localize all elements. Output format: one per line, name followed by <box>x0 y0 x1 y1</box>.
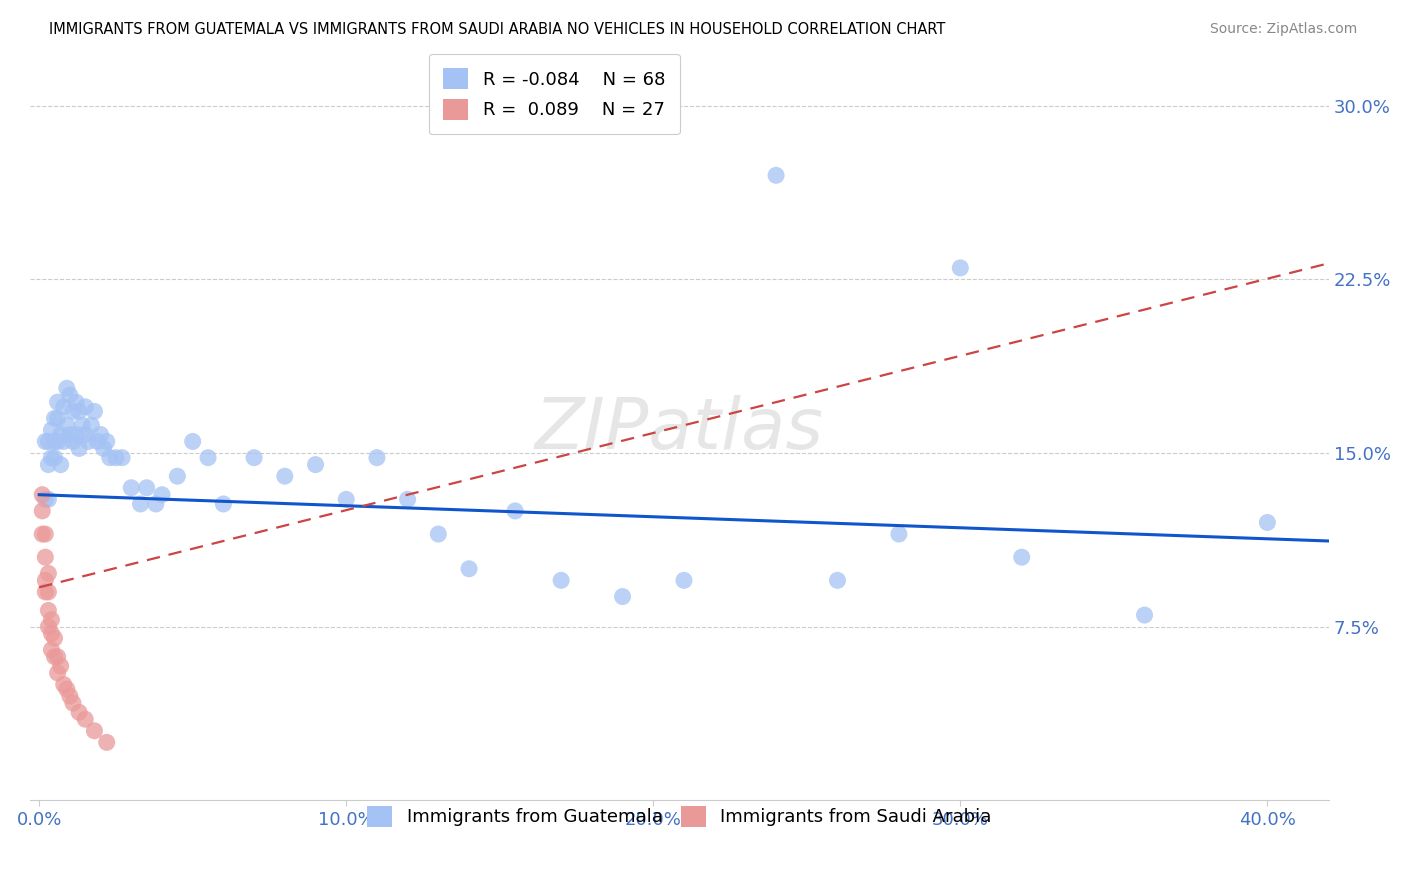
Point <box>827 574 849 588</box>
Text: ZIPatlas: ZIPatlas <box>534 395 824 465</box>
Point <box>98 450 121 465</box>
Point <box>75 400 97 414</box>
Point <box>135 481 157 495</box>
Point <box>52 434 75 449</box>
Point <box>335 492 357 507</box>
Point <box>41 450 63 465</box>
Point <box>120 481 142 495</box>
Legend: Immigrants from Guatemala, Immigrants from Saudi Arabia: Immigrants from Guatemala, Immigrants fr… <box>359 797 1001 836</box>
Text: Source: ZipAtlas.com: Source: ZipAtlas.com <box>1209 22 1357 37</box>
Point <box>181 434 204 449</box>
Point <box>31 488 53 502</box>
Point <box>67 404 90 418</box>
Point <box>62 434 84 449</box>
Point <box>67 706 90 720</box>
Point <box>59 689 82 703</box>
Point <box>41 613 63 627</box>
Point <box>62 404 84 418</box>
Point <box>83 404 105 418</box>
Point <box>65 427 87 442</box>
Point <box>67 442 90 456</box>
Point <box>46 649 69 664</box>
Point <box>503 504 526 518</box>
Point <box>65 395 87 409</box>
Point <box>49 427 72 442</box>
Point <box>34 527 56 541</box>
Point <box>46 665 69 680</box>
Point <box>111 450 134 465</box>
Point <box>44 434 66 449</box>
Point <box>70 418 93 433</box>
Point <box>59 388 82 402</box>
Point <box>427 527 450 541</box>
Point <box>949 260 972 275</box>
Point <box>52 677 75 691</box>
Point <box>75 712 97 726</box>
Point <box>37 492 59 507</box>
Point <box>44 411 66 425</box>
Point <box>46 411 69 425</box>
Point <box>765 169 787 183</box>
Point <box>77 434 100 449</box>
Point <box>96 434 118 449</box>
Point <box>887 527 910 541</box>
Point <box>37 585 59 599</box>
Point <box>44 450 66 465</box>
Point <box>44 649 66 664</box>
Point <box>86 434 108 449</box>
Point <box>56 381 79 395</box>
Point <box>129 497 152 511</box>
Point <box>34 492 56 507</box>
Point <box>41 626 63 640</box>
Point <box>150 488 173 502</box>
Point <box>49 458 72 472</box>
Point <box>62 696 84 710</box>
Point <box>550 574 572 588</box>
Point <box>49 659 72 673</box>
Point <box>37 620 59 634</box>
Point <box>37 434 59 449</box>
Point <box>366 450 388 465</box>
Point <box>1256 516 1278 530</box>
Text: IMMIGRANTS FROM GUATEMALA VS IMMIGRANTS FROM SAUDI ARABIA NO VEHICLES IN HOUSEHO: IMMIGRANTS FROM GUATEMALA VS IMMIGRANTS … <box>49 22 946 37</box>
Point <box>1133 608 1156 623</box>
Point <box>93 442 115 456</box>
Point <box>612 590 634 604</box>
Point <box>56 682 79 697</box>
Point <box>90 427 112 442</box>
Point <box>37 566 59 581</box>
Point <box>34 550 56 565</box>
Point <box>75 427 97 442</box>
Point <box>44 631 66 645</box>
Point <box>37 603 59 617</box>
Point <box>52 400 75 414</box>
Point <box>31 504 53 518</box>
Point <box>46 395 69 409</box>
Point <box>31 527 53 541</box>
Point <box>145 497 167 511</box>
Point <box>34 585 56 599</box>
Point <box>56 418 79 433</box>
Point <box>41 642 63 657</box>
Point <box>37 458 59 472</box>
Point <box>197 450 219 465</box>
Point <box>274 469 297 483</box>
Point <box>212 497 235 511</box>
Point <box>59 427 82 442</box>
Point <box>672 574 695 588</box>
Point <box>80 418 103 433</box>
Point <box>34 574 56 588</box>
Point <box>83 723 105 738</box>
Point <box>243 450 266 465</box>
Point <box>96 735 118 749</box>
Point <box>104 450 127 465</box>
Point <box>34 434 56 449</box>
Point <box>46 434 69 449</box>
Point <box>396 492 419 507</box>
Point <box>1011 550 1033 565</box>
Point <box>458 562 481 576</box>
Point <box>304 458 326 472</box>
Point <box>166 469 188 483</box>
Point <box>41 423 63 437</box>
